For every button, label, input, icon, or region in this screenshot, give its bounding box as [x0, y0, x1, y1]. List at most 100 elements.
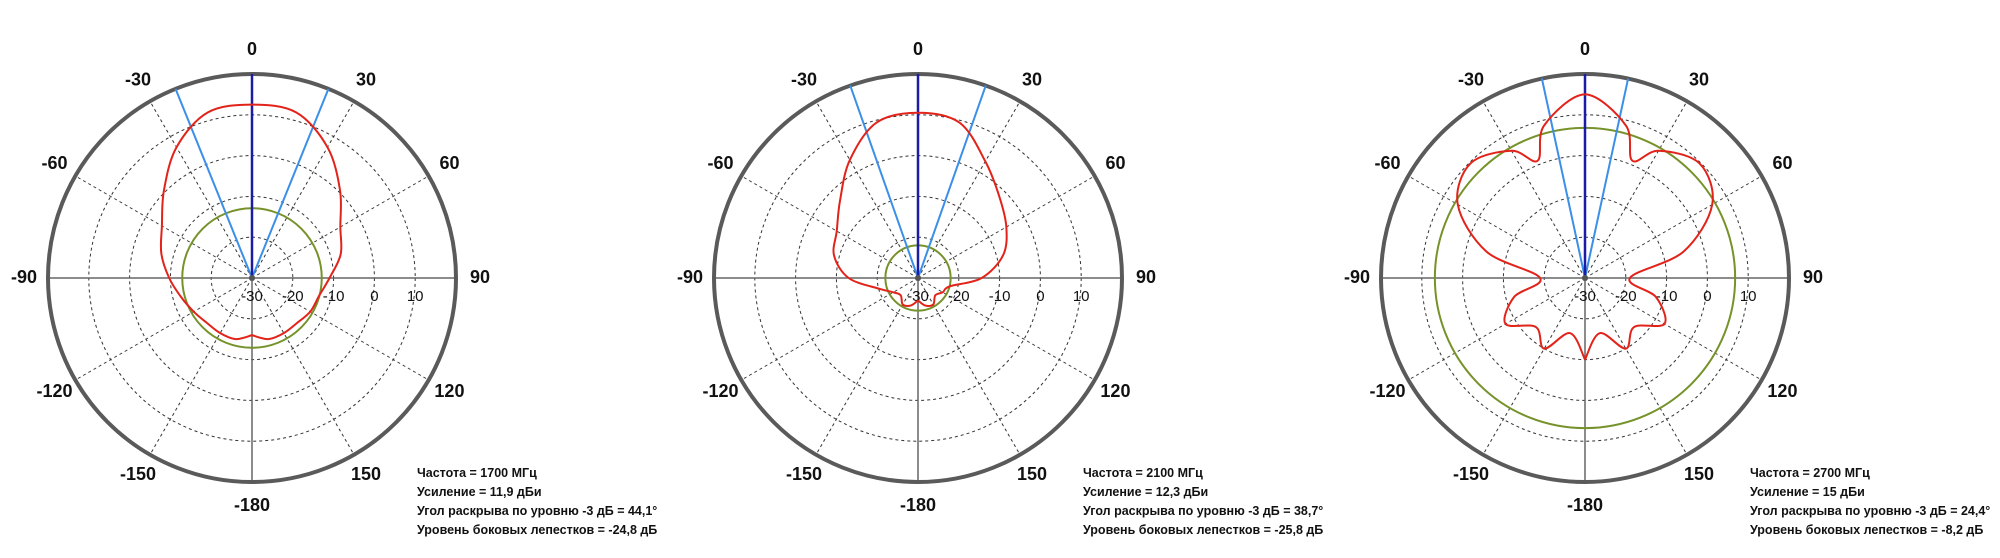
annotation: Усиление = 11,9 дБи: [417, 485, 542, 499]
radial-tick-label: 10: [1073, 288, 1090, 305]
angle-tick-label: -60: [1375, 153, 1401, 173]
angle-tick-label: -30: [1458, 69, 1484, 89]
radiation-pattern: [159, 103, 343, 341]
angle-tick-label: 60: [1772, 153, 1792, 173]
radial-tick-label: -10: [1656, 288, 1678, 305]
annotation: Частота = 2100 МГц: [1083, 466, 1203, 480]
angle-tick-label: 30: [1022, 69, 1042, 89]
angle-tick-label: -150: [1453, 464, 1489, 484]
angle-spoke: [1408, 175, 1586, 279]
angle-spoke: [149, 277, 253, 455]
radial-tick-label: -20: [1615, 288, 1637, 305]
center-dot: [915, 275, 921, 281]
angle-tick-label: 30: [356, 69, 376, 89]
radial-tick-label: -20: [948, 288, 970, 305]
angle-spoke: [149, 101, 253, 279]
angle-tick-label: 0: [1580, 39, 1590, 59]
beam-edge-line: [849, 85, 919, 279]
angle-spoke: [917, 101, 1021, 279]
annotation: Угол раскрыва по уровню -3 дБ = 24,4°: [1750, 504, 1990, 518]
angle-tick-label: 120: [434, 381, 464, 401]
radial-tick-label: -10: [323, 288, 345, 305]
radial-tick-label: 0: [370, 288, 378, 305]
angle-tick-label: -150: [786, 464, 822, 484]
radial-tick-label: -30: [241, 288, 263, 305]
angle-tick-label: -120: [703, 381, 739, 401]
angle-tick-label: -90: [1344, 267, 1370, 287]
angle-tick-label: -180: [900, 495, 936, 515]
annotation: Уровень боковых лепестков = -8,2 дБ: [1750, 523, 1983, 537]
radial-tick-label: 10: [407, 288, 424, 305]
angle-spoke: [815, 277, 919, 455]
angle-tick-label: -60: [42, 153, 68, 173]
beam-edge-line: [174, 88, 253, 279]
radial-tick-label: 0: [1036, 288, 1044, 305]
polar-chart: 0 30 60 90 120 150 -180 -150 -120 -90 -60 -30 -30 -20…: [1344, 39, 1990, 537]
radial-tick-label: -10: [989, 288, 1011, 305]
angle-tick-label: -150: [120, 464, 156, 484]
angle-spoke: [75, 277, 253, 381]
angle-tick-label: 90: [1803, 267, 1823, 287]
angle-spoke: [917, 277, 1095, 381]
angle-tick-label: 150: [1684, 464, 1714, 484]
angle-tick-label: -30: [125, 69, 151, 89]
radial-tick-label: -20: [282, 288, 304, 305]
center-dot: [1582, 275, 1588, 281]
radial-tick-label: -30: [907, 288, 929, 305]
radial-tick-label: -30: [1574, 288, 1596, 305]
angle-tick-label: 60: [1105, 153, 1125, 173]
angle-tick-label: 150: [351, 464, 381, 484]
angle-tick-label: 0: [247, 39, 257, 59]
radial-tick-label: 10: [1740, 288, 1757, 305]
angle-tick-label: -120: [1370, 381, 1406, 401]
angle-spoke: [1482, 277, 1586, 455]
annotation: Уровень боковых лепестков = -24,8 дБ: [417, 523, 657, 537]
angle-tick-label: -180: [234, 495, 270, 515]
angle-spoke: [1584, 175, 1762, 279]
beam-edge-line: [1540, 78, 1586, 279]
annotation: Частота = 2700 МГц: [1750, 466, 1870, 480]
angle-tick-label: -90: [11, 267, 37, 287]
angle-tick-label: 120: [1100, 381, 1130, 401]
radiation-pattern: [1456, 93, 1714, 361]
angle-spoke: [1584, 277, 1688, 455]
angle-tick-label: 150: [1017, 464, 1047, 484]
center-dot: [249, 275, 255, 281]
annotation: Усиление = 12,3 дБи: [1083, 485, 1208, 499]
angle-spoke: [1408, 277, 1586, 381]
beam-edge-line: [251, 88, 330, 279]
beam-edge-line: [1584, 78, 1630, 279]
angle-tick-label: 90: [470, 267, 490, 287]
angle-spoke: [1584, 101, 1688, 279]
angle-tick-label: 90: [1136, 267, 1156, 287]
angle-spoke: [1584, 277, 1762, 381]
polar-chart: 0 30 60 90 120 150 -180 -150 -120 -90 -60 -30 -30 -20…: [677, 39, 1323, 537]
angle-tick-label: 0: [913, 39, 923, 59]
radial-tick-label: 0: [1703, 288, 1711, 305]
angle-spoke: [251, 101, 355, 279]
angle-tick-label: -90: [677, 267, 703, 287]
angle-spoke: [917, 277, 1021, 455]
beam-edge-line: [917, 85, 987, 279]
annotation: Частота = 1700 МГц: [417, 466, 537, 480]
angle-tick-label: -180: [1567, 495, 1603, 515]
annotation: Угол раскрыва по уровню -3 дБ = 38,7°: [1083, 504, 1323, 518]
polar-chart: 0 30 60 90 120 150 -180 -150 -120 -90 -60 -30 -30 -20…: [11, 39, 657, 537]
angle-tick-label: 30: [1689, 69, 1709, 89]
angle-spoke: [741, 277, 919, 381]
annotation: Уровень боковых лепестков = -25,8 дБ: [1083, 523, 1323, 537]
radiation-pattern: [832, 111, 1008, 307]
angle-tick-label: -30: [791, 69, 817, 89]
annotation: Усиление = 15 дБи: [1750, 485, 1865, 499]
angle-spoke: [1482, 101, 1586, 279]
angle-spoke: [741, 175, 919, 279]
angle-spoke: [251, 277, 355, 455]
angle-spoke: [251, 277, 429, 381]
angle-tick-label: 120: [1767, 381, 1797, 401]
angle-tick-label: -60: [708, 153, 734, 173]
angle-spoke: [75, 175, 253, 279]
annotation: Угол раскрыва по уровню -3 дБ = 44,1°: [417, 504, 657, 518]
angle-spoke: [815, 101, 919, 279]
angle-tick-label: -120: [37, 381, 73, 401]
